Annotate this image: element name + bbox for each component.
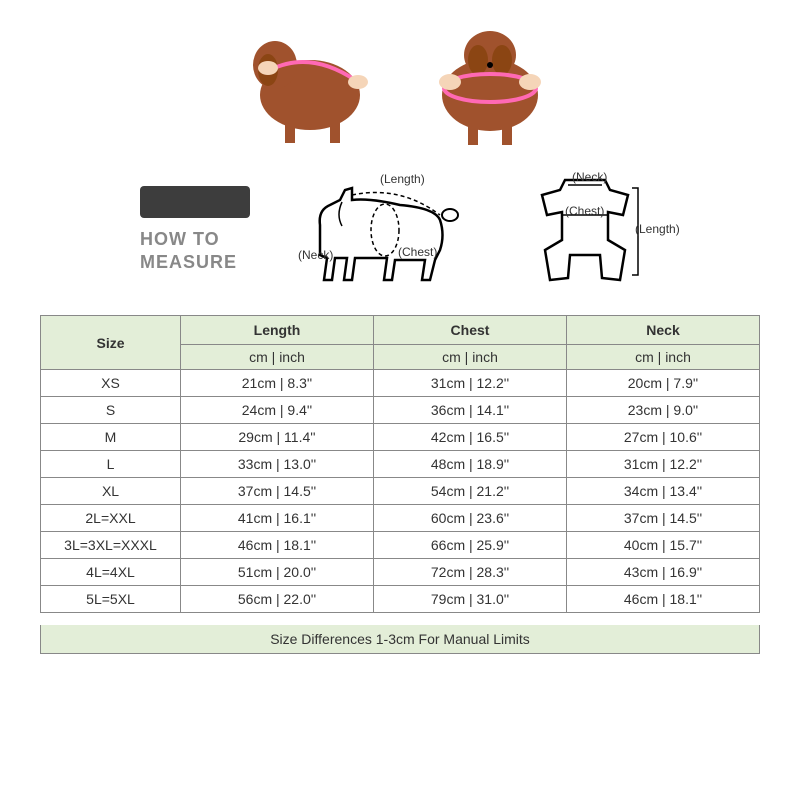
cell-chest: 60cm | 23.6'': [374, 505, 567, 532]
th-unit-neck: cm | inch: [567, 345, 760, 370]
cell-neck: 37cm | 14.5'': [567, 505, 760, 532]
cell-size: XS: [41, 370, 181, 397]
cell-neck: 40cm | 15.7'': [567, 532, 760, 559]
cell-chest: 36cm | 14.1'': [374, 397, 567, 424]
cell-length: 56cm | 22.0'': [181, 586, 374, 613]
size-chart-table: Size Length Chest Neck cm | inch cm | in…: [40, 315, 760, 613]
size-table-body: XS21cm | 8.3''31cm | 12.2''20cm | 7.9''S…: [41, 370, 760, 613]
cell-chest: 72cm | 28.3'': [374, 559, 567, 586]
cell-neck: 23cm | 9.0'': [567, 397, 760, 424]
table-row: XS21cm | 8.3''31cm | 12.2''20cm | 7.9'': [41, 370, 760, 397]
th-size: Size: [41, 316, 181, 370]
table-row: 5L=5XL56cm | 22.0''79cm | 31.0''46cm | 1…: [41, 586, 760, 613]
cell-length: 29cm | 11.4'': [181, 424, 374, 451]
cell-chest: 79cm | 31.0'': [374, 586, 567, 613]
cell-chest: 54cm | 21.2'': [374, 478, 567, 505]
table-row: L33cm | 13.0''48cm | 18.9''31cm | 12.2'': [41, 451, 760, 478]
table-row: 2L=XXL41cm | 16.1''60cm | 23.6''37cm | 1…: [41, 505, 760, 532]
label-length-2: (Length): [635, 222, 680, 236]
cell-size: 2L=XXL: [41, 505, 181, 532]
table-row: 4L=4XL51cm | 20.0''72cm | 28.3''43cm | 1…: [41, 559, 760, 586]
measurement-photos: [0, 0, 800, 155]
cell-chest: 66cm | 25.9'': [374, 532, 567, 559]
poodle-chest-measure: [410, 10, 570, 150]
cell-size: 3L=3XL=XXXL: [41, 532, 181, 559]
label-length: (Length): [380, 172, 425, 186]
label-neck-2: (Neck): [572, 170, 607, 184]
cell-chest: 42cm | 16.5'': [374, 424, 567, 451]
cell-length: 41cm | 16.1'': [181, 505, 374, 532]
cell-chest: 31cm | 12.2'': [374, 370, 567, 397]
cell-neck: 43cm | 16.9'': [567, 559, 760, 586]
black-bar: [140, 186, 250, 218]
how-to-measure-label: HOW TO MEASURE: [140, 186, 250, 275]
cell-size: M: [41, 424, 181, 451]
label-chest-2: (Chest): [565, 204, 604, 218]
cell-neck: 27cm | 10.6'': [567, 424, 760, 451]
label-chest: (Chest): [398, 245, 437, 259]
cell-neck: 34cm | 13.4'': [567, 478, 760, 505]
cell-chest: 48cm | 18.9'': [374, 451, 567, 478]
th-neck: Neck: [567, 316, 760, 345]
cell-length: 24cm | 9.4'': [181, 397, 374, 424]
cell-length: 33cm | 13.0'': [181, 451, 374, 478]
cell-length: 51cm | 20.0'': [181, 559, 374, 586]
cell-neck: 31cm | 12.2'': [567, 451, 760, 478]
table-row: M29cm | 11.4''42cm | 16.5''27cm | 10.6'': [41, 424, 760, 451]
dog-side-diagram: (Length) (Chest) (Neck): [280, 160, 480, 300]
how-to-text-1: HOW TO: [140, 228, 220, 251]
label-neck: (Neck): [298, 248, 333, 262]
cell-length: 37cm | 14.5'': [181, 478, 374, 505]
cell-size: XL: [41, 478, 181, 505]
th-unit-chest: cm | inch: [374, 345, 567, 370]
cell-size: L: [41, 451, 181, 478]
footer-note: Size Differences 1-3cm For Manual Limits: [40, 625, 760, 654]
cell-length: 21cm | 8.3'': [181, 370, 374, 397]
table-header-row: Size Length Chest Neck: [41, 316, 760, 345]
table-row: S24cm | 9.4''36cm | 14.1''23cm | 9.0'': [41, 397, 760, 424]
cell-neck: 20cm | 7.9'': [567, 370, 760, 397]
th-length: Length: [181, 316, 374, 345]
cell-size: S: [41, 397, 181, 424]
poodle-back-measure: [230, 10, 390, 150]
dog-garment-diagram: (Neck) (Chest) (Length): [510, 160, 660, 300]
cell-size: 5L=5XL: [41, 586, 181, 613]
cell-size: 4L=4XL: [41, 559, 181, 586]
table-row: XL37cm | 14.5''54cm | 21.2''34cm | 13.4'…: [41, 478, 760, 505]
th-unit-length: cm | inch: [181, 345, 374, 370]
table-row: 3L=3XL=XXXL46cm | 18.1''66cm | 25.9''40c…: [41, 532, 760, 559]
how-to-text-2: MEASURE: [140, 251, 237, 274]
cell-neck: 46cm | 18.1'': [567, 586, 760, 613]
cell-length: 46cm | 18.1'': [181, 532, 374, 559]
how-to-measure-row: HOW TO MEASURE (Length) (Chest) (Neck) (…: [0, 155, 800, 315]
th-chest: Chest: [374, 316, 567, 345]
